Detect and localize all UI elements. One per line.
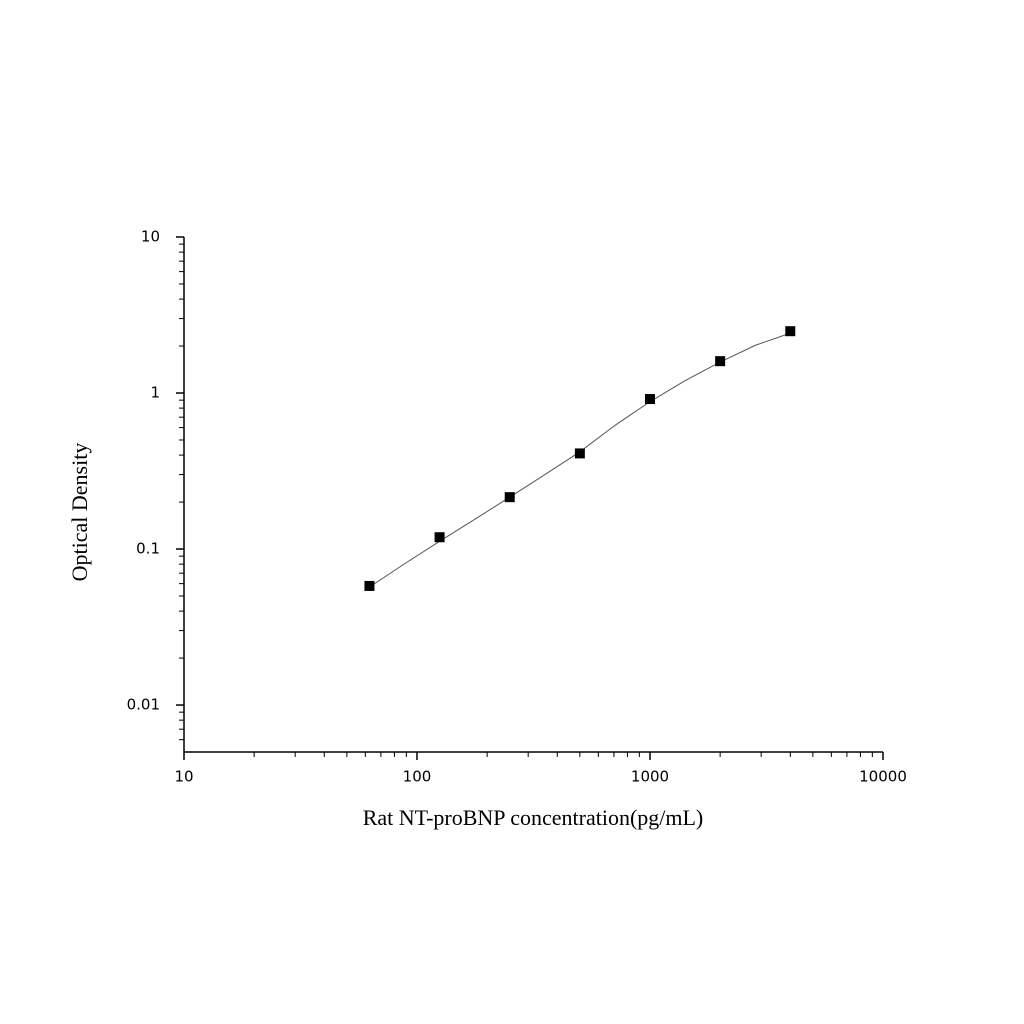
data-point — [785, 326, 796, 337]
y-axis-title: Optical Density — [67, 443, 92, 582]
data-point — [715, 356, 726, 367]
y-tick-label: 1 — [150, 384, 160, 402]
y-tick-label: 0.1 — [136, 540, 160, 558]
x-tick-label: 1000 — [631, 768, 669, 786]
x-tick-label: 10 — [174, 768, 193, 786]
x-tick-label: 10000 — [859, 768, 907, 786]
x-axis-title: Rat NT-proBNP concentration(pg/mL) — [363, 805, 704, 830]
data-point — [645, 394, 655, 405]
x-tick-label: 100 — [403, 768, 432, 786]
y-tick-label: 0.01 — [127, 696, 160, 714]
y-tick-label: 10 — [141, 228, 160, 246]
data-point — [504, 492, 515, 503]
data-point — [364, 580, 375, 591]
data-point — [574, 448, 585, 459]
data-point — [434, 532, 445, 543]
